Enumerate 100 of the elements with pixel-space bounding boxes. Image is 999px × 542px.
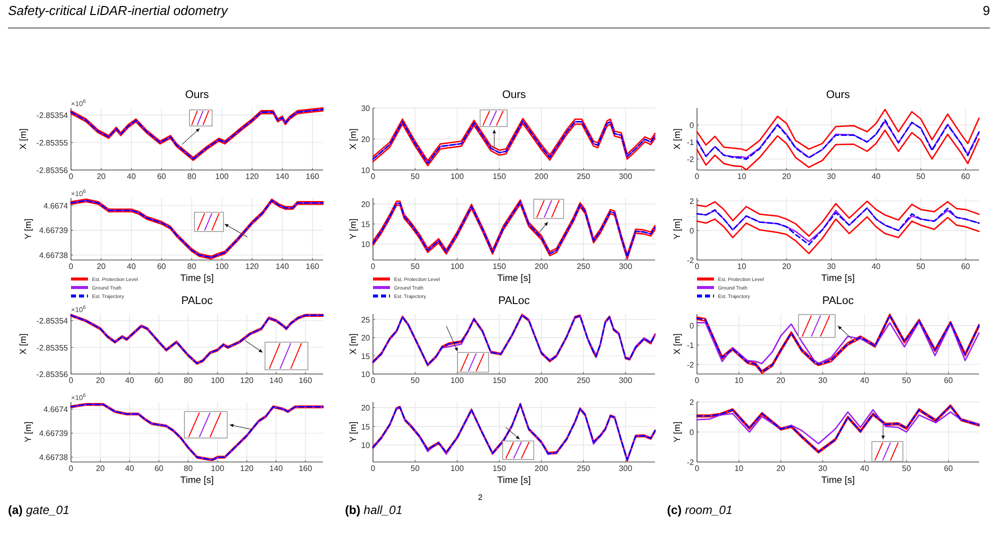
- y-axis-title: X [m]: [348, 333, 358, 355]
- x-axis-title: Time [s]: [821, 273, 855, 284]
- y-tick-label: 15: [361, 352, 371, 361]
- x-tick-label: 50: [410, 262, 420, 271]
- y-tick-label: -1: [686, 340, 695, 350]
- x-tick-label: 50: [410, 172, 420, 181]
- y-tick-label: 15: [361, 220, 371, 229]
- text: (b) hall_01: [345, 503, 402, 517]
- x-tick-label: 120: [240, 464, 254, 473]
- x-tick-label: 40: [125, 376, 135, 385]
- y-tick-label: -2.85354: [36, 110, 69, 120]
- y-axis-title: X [m]: [18, 128, 28, 150]
- x-tick-label: 40: [860, 464, 870, 473]
- x-tick-label: 10: [737, 172, 747, 181]
- x-tick-label: 80: [184, 464, 194, 473]
- x-tick-label: 40: [126, 172, 136, 181]
- x-tick-label: 120: [245, 172, 260, 181]
- x-tick-label: 50: [410, 376, 420, 385]
- y-tick-label: 10: [361, 166, 371, 175]
- x-tick-label: 140: [276, 172, 290, 181]
- x-tick-label: 60: [961, 262, 971, 271]
- x-tick-label: 50: [916, 262, 926, 271]
- x-tick-label: 60: [154, 464, 164, 473]
- x-tick-label: 150: [492, 172, 506, 181]
- y-tick-label: 20: [361, 404, 371, 413]
- text: 2: [478, 493, 483, 502]
- x-tick-label: 20: [96, 464, 106, 473]
- x-tick-label: 200: [534, 376, 549, 385]
- y-tick-label: 10: [361, 240, 371, 249]
- y-tick-label: 10: [361, 441, 371, 450]
- x-tick-label: 100: [450, 376, 464, 385]
- chart-title: PALoc: [498, 295, 530, 307]
- x-tick-label: 100: [450, 172, 464, 181]
- y-tick-label: -2.85356: [36, 166, 69, 175]
- y-tick-label: 4.6674: [44, 201, 69, 210]
- x-tick-label: 50: [902, 464, 912, 473]
- x-tick-label: 20: [782, 172, 792, 181]
- x-tick-label: 30: [818, 464, 828, 473]
- x-tick-label: 20: [776, 464, 786, 473]
- x-axis-title: Time [s]: [497, 273, 531, 284]
- x-tick-label: 80: [184, 376, 194, 385]
- x-tick-label: 20: [96, 262, 106, 271]
- y-tick-label: 4.6674: [44, 405, 69, 414]
- y-tick-label: 20: [361, 334, 371, 343]
- x-tick-label: 60: [157, 262, 167, 271]
- x-tick-label: 150: [492, 376, 506, 385]
- x-axis-title: Time [s]: [180, 475, 214, 486]
- y-tick-label: 2: [690, 398, 695, 407]
- x-tick-label: 250: [576, 262, 591, 271]
- x-tick-label: 100: [215, 172, 230, 181]
- y-tick-label: -2.85354: [36, 316, 69, 326]
- x-axis-title: Time [s]: [821, 475, 855, 486]
- x-tick-label: 150: [492, 464, 506, 473]
- x-tick-label: 300: [618, 376, 633, 385]
- x-tick-label: 100: [210, 376, 225, 385]
- x-tick-label: 30: [826, 172, 836, 181]
- y-axis-title: Y [m]: [672, 218, 682, 240]
- x-tick-label: 60: [157, 172, 167, 181]
- x-tick-label: 60: [961, 172, 971, 181]
- x-tick-label: 40: [860, 376, 870, 385]
- x-tick-label: 20: [782, 262, 792, 271]
- y-tick-label: 10: [361, 370, 371, 379]
- y-tick-label: -2: [686, 256, 695, 265]
- x-axis-title: Time [s]: [180, 273, 214, 284]
- x-tick-label: 100: [215, 262, 230, 271]
- x-tick-label: 20: [96, 376, 106, 385]
- y-tick-label: 4.66739: [39, 226, 69, 236]
- x-tick-label: 100: [450, 262, 464, 271]
- x-tick-label: 100: [210, 464, 225, 473]
- y-tick-label: -2.85355: [36, 138, 69, 148]
- y-tick-label: 30: [361, 104, 371, 113]
- x-tick-label: 60: [944, 376, 954, 385]
- x-tick-label: 150: [492, 262, 506, 271]
- y-tick-label: 4.66738: [39, 453, 69, 462]
- x-tick-label: 80: [187, 262, 197, 271]
- y-tick-label: 4.66739: [39, 429, 69, 438]
- x-tick-label: 20: [96, 172, 106, 181]
- x-tick-label: 60: [154, 376, 164, 385]
- x-tick-label: 250: [576, 172, 591, 181]
- y-tick-label: 25: [361, 315, 371, 324]
- x-tick-label: 160: [306, 262, 320, 271]
- x-tick-label: 30: [826, 262, 836, 271]
- chart-title: PALoc: [181, 295, 214, 307]
- x-tick-label: 30: [818, 376, 828, 385]
- y-tick-label: 2: [690, 196, 695, 206]
- x-tick-label: 40: [872, 262, 882, 271]
- y-tick-label: 0: [690, 428, 695, 437]
- x-tick-label: 120: [245, 262, 260, 271]
- y-tick-label: -1: [686, 138, 695, 147]
- x-tick-label: 250: [576, 464, 591, 473]
- x-tick-label: 200: [534, 464, 549, 473]
- y-axis-title: Y [m]: [22, 218, 33, 240]
- x-tick-label: 80: [187, 172, 197, 181]
- y-axis-title: X [m]: [348, 128, 358, 150]
- x-tick-label: 40: [126, 262, 136, 271]
- x-tick-label: 10: [737, 262, 747, 271]
- x-tick-label: 20: [776, 376, 786, 385]
- text: Safety-critical LiDAR-inertial odometry: [8, 3, 230, 18]
- chart-title: Ours: [185, 89, 210, 101]
- chart-title: Ours: [826, 89, 850, 101]
